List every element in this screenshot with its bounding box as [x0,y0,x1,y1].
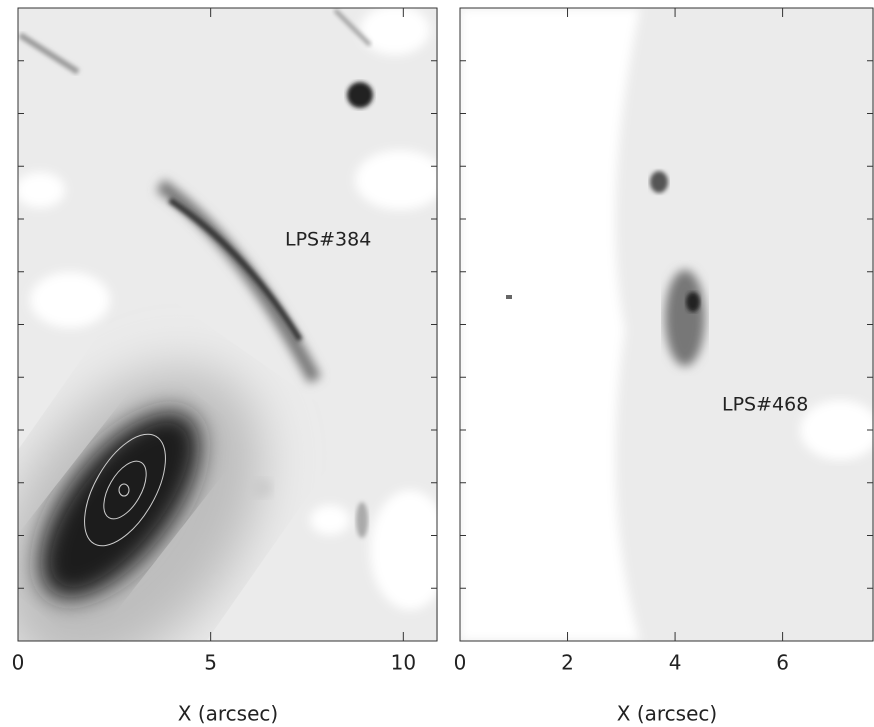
x-tick-label: 0 [12,651,25,675]
image-panel [460,8,874,641]
figure: 0 5 10 X (arcsec) LPS#384 0 2 4 6 X (arcsec) LPS#4… [0,0,874,727]
x-tick-label: 6 [776,651,789,675]
x-tick-label: 2 [561,651,574,675]
image-panel [0,5,450,722]
x-tick-label: 4 [669,651,682,675]
x-tick-label: 0 [454,651,467,675]
x-tick-label: 5 [204,651,217,675]
annotation: LPS#468 [722,394,808,416]
x-tick-label: 10 [391,651,416,675]
annotation: LPS#384 [285,229,371,251]
x-axis-label: X (arcsec) [617,702,717,726]
x-axis-label: X (arcsec) [178,702,278,726]
